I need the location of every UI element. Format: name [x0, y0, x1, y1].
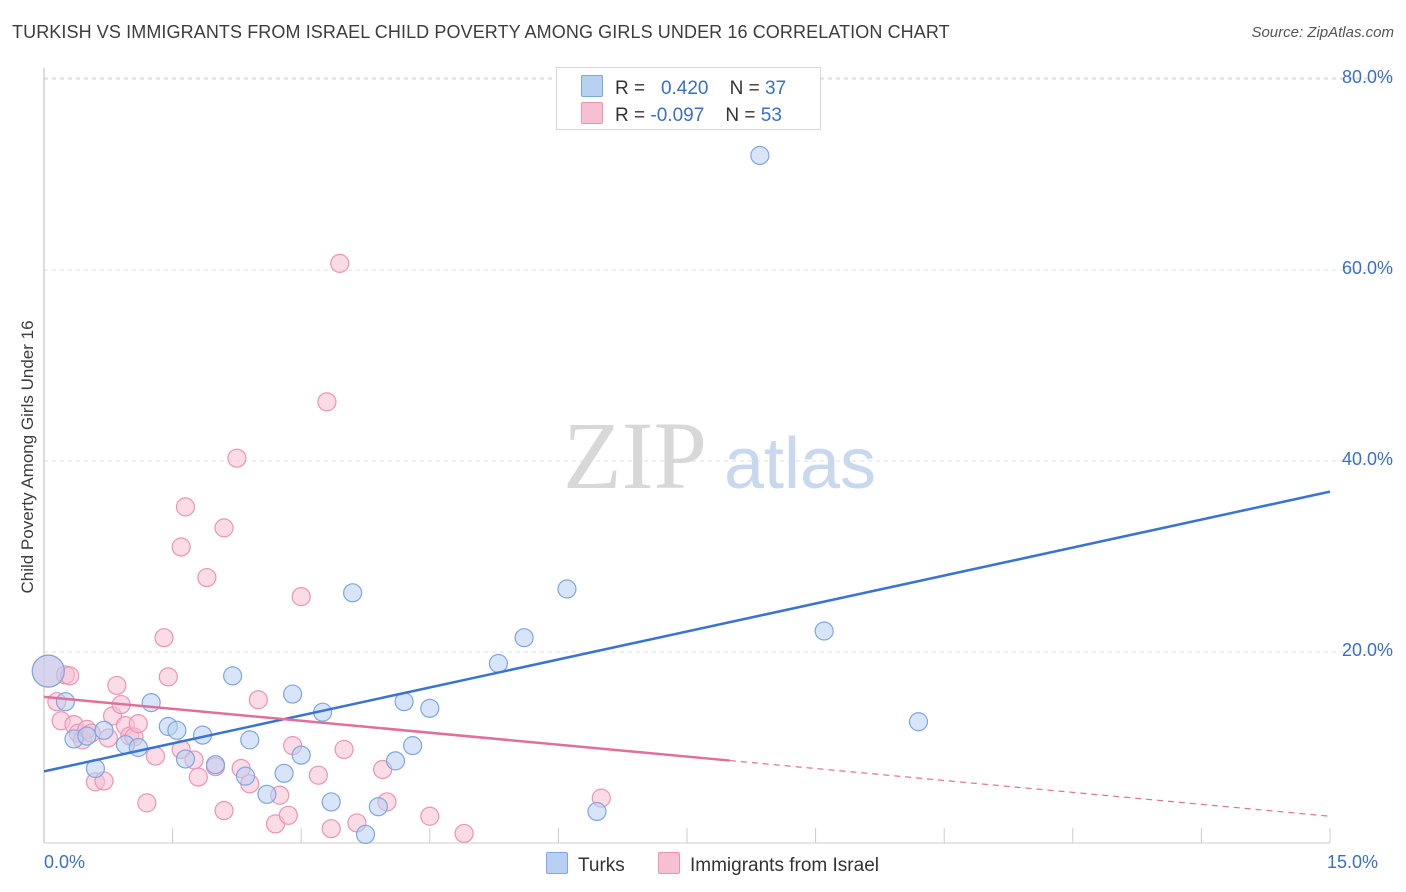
data-point	[908, 712, 929, 732]
legend-turks-n-value: 37	[765, 78, 787, 99]
legend-turks-r-label: R =	[615, 78, 646, 99]
bottom-turks-swatch-icon	[546, 852, 568, 874]
data-point	[223, 666, 243, 686]
data-point	[403, 736, 423, 756]
data-point	[274, 763, 294, 783]
data-point	[197, 567, 217, 588]
data-point	[141, 693, 161, 713]
data-point	[283, 684, 303, 704]
watermark-atlas: atlas	[724, 424, 876, 504]
data-point	[154, 628, 174, 648]
data-point	[420, 806, 440, 826]
data-point	[368, 797, 388, 817]
bottom-israel-swatch-icon	[658, 852, 680, 874]
data-point	[330, 253, 350, 273]
y-tick-label-20: 20.0%	[1341, 640, 1393, 661]
data-point	[343, 583, 363, 603]
data-point	[291, 587, 311, 607]
x-tick-label-min: 0.0%	[44, 852, 86, 872]
watermark-zip: ZIP	[563, 402, 707, 509]
israel-swatch-icon	[581, 102, 603, 124]
israel-trend-line	[43, 695, 730, 762]
data-point	[31, 654, 65, 688]
data-point	[214, 518, 234, 538]
legend-israel-r-label: R =	[615, 105, 646, 126]
y-tick-label-60: 60.0%	[1341, 258, 1393, 279]
data-point	[214, 800, 234, 821]
data-point	[514, 628, 534, 648]
legend-box: R = 0.420 N = 37 R = -0.097 N = 53	[556, 67, 821, 130]
legend-row-israel: R = -0.097 N = 53	[581, 102, 782, 126]
grid-lines	[44, 77, 1392, 653]
turks-trend-line	[43, 490, 1331, 773]
data-point	[334, 739, 354, 760]
bottom-legend-turks: Turks	[546, 852, 625, 877]
data-point	[557, 579, 577, 599]
data-point	[385, 751, 406, 771]
bottom-legend-turks-label: Turks	[578, 855, 625, 876]
data-point	[55, 692, 76, 712]
data-point	[321, 819, 341, 839]
data-point	[175, 749, 196, 769]
data-point	[171, 537, 191, 557]
turks-swatch-icon	[581, 75, 603, 97]
data-point	[291, 745, 311, 765]
data-point	[454, 823, 474, 844]
data-point	[94, 720, 114, 740]
data-point	[321, 792, 341, 812]
legend-israel-n-label: N =	[725, 105, 756, 126]
data-point	[355, 824, 376, 845]
data-point	[137, 793, 157, 813]
trend-lines	[43, 490, 1331, 817]
data-point	[814, 621, 834, 641]
data-point	[107, 675, 127, 696]
bottom-legend-israel: Immigrants from Israel	[658, 852, 879, 877]
data-point	[750, 145, 770, 166]
x-tick-label-max: 15.0%	[1327, 852, 1379, 872]
data-point	[188, 767, 208, 787]
data-point	[145, 746, 166, 766]
legend-turks-r-value: 0.420	[660, 78, 709, 99]
data-point	[175, 497, 196, 517]
chart-title: TURKISH VS IMMIGRANTS FROM ISRAEL CHILD …	[12, 22, 950, 42]
data-point	[235, 766, 256, 786]
data-point	[128, 737, 148, 758]
data-point	[167, 720, 187, 740]
data-point	[205, 755, 226, 775]
data-point	[587, 801, 607, 822]
data-point	[248, 690, 268, 710]
israel-trend-extension	[729, 759, 1331, 817]
legend-turks-n-label: N =	[729, 78, 760, 99]
data-point	[128, 714, 148, 734]
data-point	[227, 448, 247, 468]
y-tick-label-80: 80.0%	[1341, 67, 1393, 88]
y-tick-label-40: 40.0%	[1341, 449, 1393, 470]
data-point	[317, 392, 337, 412]
legend-israel-n-value: 53	[760, 105, 782, 126]
data-point	[158, 667, 178, 687]
data-point	[77, 726, 97, 746]
data-point	[308, 765, 328, 785]
legend-row-turks: R = 0.420 N = 37	[581, 75, 786, 99]
x-tick-marks	[172, 828, 1331, 843]
data-point	[488, 653, 508, 674]
data-point	[240, 730, 260, 750]
legend-israel-r-value: -0.097	[650, 105, 705, 126]
bottom-legend-israel-label: Immigrants from Israel	[690, 855, 879, 876]
data-point	[278, 805, 298, 825]
data-point	[420, 698, 440, 718]
source-credit: Source: ZipAtlas.com	[1251, 24, 1394, 41]
data-point	[257, 784, 277, 804]
